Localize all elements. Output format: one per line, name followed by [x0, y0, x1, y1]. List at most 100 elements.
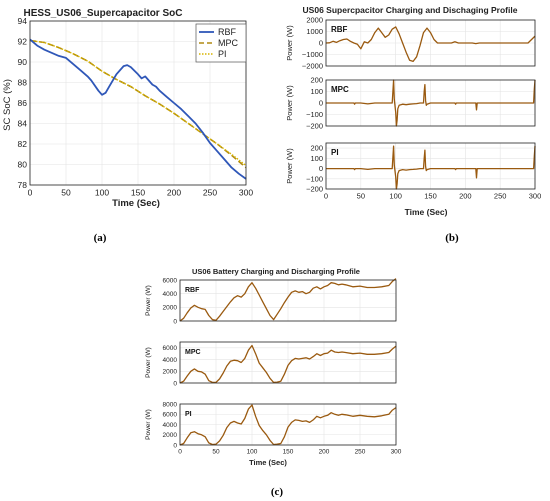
chart-b-panel-pi-ytick-label: −200: [306, 185, 323, 194]
chart-a-xtick-label: 150: [131, 188, 145, 198]
chart-b-supercap-power: US06 Supercpacitor Charging and Dischagi…: [285, 5, 541, 217]
chart-c-title: US06 Battery Charging and Discharging Pr…: [192, 267, 360, 276]
chart-b-panel-rbf-label: RBF: [331, 25, 348, 34]
chart-c-panel-mpc-ytick-label: 0: [173, 380, 177, 387]
chart-a-ytick-label: 88: [18, 77, 28, 87]
chart-a-xtick-label: 50: [61, 188, 71, 198]
chart-c-panel-pi-ytick-label: 4000: [163, 422, 178, 429]
chart-a-ytick-label: 94: [18, 16, 28, 26]
legend-label-mpc: MPC: [218, 38, 239, 48]
chart-a-ytick-label: 80: [18, 159, 28, 169]
chart-c-panel-pi-label: PI: [185, 411, 192, 418]
chart-a-ytick-label: 84: [18, 118, 28, 128]
chart-c-panel-pi-xtick-label: 100: [247, 449, 258, 456]
chart-b-panel-pi-xtick-label: 0: [324, 192, 328, 201]
chart-a-ylabel: SC SoC (%): [2, 79, 13, 131]
chart-b-panel-pi-line: [326, 145, 536, 190]
chart-c-panel-pi-frame: [179, 403, 397, 446]
chart-c-panel-rbf-ytick-label: 0: [173, 318, 177, 325]
chart-a-ytick-label: 92: [18, 36, 28, 46]
chart-b-title: US06 Supercpacitor Charging and Dischagi…: [303, 5, 518, 15]
chart-b-panel-rbf-ytick-label: 0: [319, 39, 323, 48]
chart-c-panel-mpc-label: MPC: [185, 349, 201, 356]
chart-b-panel-mpc-ytick-label: 200: [310, 76, 323, 85]
chart-a-legend: RBF MPC PI: [195, 23, 247, 63]
chart-b-panel-pi-xtick-label: 200: [459, 192, 472, 201]
chart-c-panel-pi-xtick-label: 0: [178, 449, 182, 456]
chart-c-panel-pi-ylabel: Power (W): [145, 409, 152, 440]
legend-label-pi: PI: [218, 49, 227, 59]
chart-b-panel-mpc-frame: [325, 79, 536, 127]
chart-a-xtick-label: 200: [167, 188, 181, 198]
chart-b-panel-rbf-ytick-label: −1000: [302, 50, 323, 59]
chart-c-panel-rbf-line: [179, 278, 397, 322]
chart-a-soc: HESS_US06_Supercapacitor SoC Time (Sec) …: [2, 8, 253, 209]
chart-c-panel-mpc-axes: 0 2000 4000 6000 Power (W) MPC: [145, 341, 397, 387]
chart-c-panel-rbf-ytick-label: 6000: [163, 277, 178, 284]
chart-a-xtick-label: 0: [28, 188, 33, 198]
chart-b-panel-rbf-axes: −2000 −1000 0 1000 2000 Power (W) RBF: [285, 16, 536, 71]
chart-c-panel-mpc-line: [179, 344, 397, 384]
chart-a-xtick-label: 300: [239, 188, 253, 198]
chart-b-panel-mpc-ytick-label: −100: [306, 110, 323, 119]
chart-c-panel-pi-axes: 0 50 100 150 200 250 300 0 2000 4000 6000 8000 Power…: [145, 401, 402, 455]
chart-a-ytick-label: 90: [18, 57, 28, 67]
chart-c-panel-mpc-ytick-label: 2000: [163, 369, 178, 376]
chart-b-panel-pi-label: PI: [331, 148, 339, 157]
chart-c-panel-pi-xtick-label: 50: [212, 449, 220, 456]
chart-c-panel-pi-xtick-label: 150: [283, 449, 294, 456]
chart-b-panel-pi-ylabel: Power (W): [285, 148, 294, 184]
chart-c-panel-rbf-ytick-label: 2000: [163, 305, 178, 312]
chart-c-panel-rbf-label: RBF: [185, 287, 200, 294]
chart-c-panel-mpc-ytick-label: 6000: [163, 345, 178, 352]
chart-a-ytick-label: 86: [18, 98, 28, 108]
chart-a-ytick-label: 82: [18, 139, 28, 149]
chart-b-panel-mpc-ytick-label: 100: [310, 87, 323, 96]
legend-frame: [195, 23, 247, 63]
chart-c-panel-pi-xtick-label: 250: [355, 449, 366, 456]
chart-b-panel-rbf-ytick-label: −2000: [302, 62, 323, 71]
chart-b-panel-mpc-ytick-label: −200: [306, 122, 323, 131]
sublabel-c: (c): [271, 486, 284, 498]
chart-b-panel-rbf-ylabel: Power (W): [285, 25, 294, 61]
chart-b-panel-rbf-ytick-label: 2000: [306, 16, 323, 25]
chart-a-xtick-label: 250: [203, 188, 217, 198]
chart-b-panel-pi-xtick-label: 50: [357, 192, 365, 201]
chart-a-ytick-label: 78: [18, 180, 28, 190]
chart-b-panel-pi-ytick-label: −100: [306, 174, 323, 183]
chart-a-title: HESS_US06_Supercapacitor SoC: [24, 8, 183, 19]
chart-c-panel-mpc-ytick-label: 4000: [163, 357, 178, 364]
chart-c-panel-pi-ytick-label: 2000: [163, 432, 178, 439]
chart-a-xlabel: Time (Sec): [112, 198, 160, 209]
sublabel-b: (b): [445, 232, 459, 244]
chart-c-panel-rbf-ylabel: Power (W): [145, 285, 152, 316]
chart-a-frame: [29, 20, 247, 186]
chart-c-panel-pi-ytick-label: 0: [173, 442, 177, 449]
chart-b-panel-rbf-line: [325, 26, 536, 63]
chart-c-panel-pi-ytick-label: 6000: [163, 412, 178, 419]
chart-c-panel-pi-line: [179, 404, 397, 446]
chart-c-panel-pi-xtick-label: 200: [319, 449, 330, 456]
chart-b-panel-mpc-line: [326, 79, 536, 127]
chart-b-panel-rbf-frame: [325, 19, 536, 67]
chart-b-panel-pi-xtick-label: 150: [424, 192, 437, 201]
chart-c-xlabel: Time (Sec): [249, 458, 287, 467]
chart-c-panel-rbf-ytick-label: 4000: [163, 291, 178, 298]
chart-c-panel-pi-ytick-label: 8000: [163, 401, 178, 408]
chart-b-panel-pi-xtick-label: 300: [529, 192, 542, 201]
chart-b-panel-pi-xtick-label: 100: [389, 192, 402, 201]
sublabel-a: (a): [94, 232, 107, 244]
chart-c-panel-pi-xtick-label: 300: [391, 449, 402, 456]
chart-b-panel-mpc-ytick-label: 0: [319, 99, 323, 108]
chart-a-xtick-label: 100: [95, 188, 109, 198]
chart-b-panel-pi-ytick-label: 200: [310, 144, 323, 153]
chart-b-panel-pi-ytick-label: 100: [310, 154, 323, 163]
chart-c-panel-mpc-ylabel: Power (W): [145, 347, 152, 378]
chart-b-panel-mpc-label: MPC: [331, 85, 349, 94]
chart-b-xlabel: Time (Sec): [405, 207, 448, 217]
legend-label-rbf: RBF: [218, 27, 237, 37]
